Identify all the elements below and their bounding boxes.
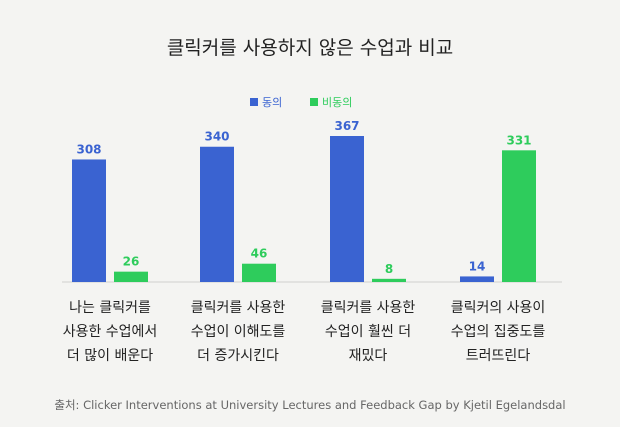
bar-1-1: [242, 263, 276, 282]
bars: [72, 136, 536, 282]
bar-0-2: [330, 136, 364, 282]
bar-0-3: [460, 276, 494, 282]
value-label-0-2: 367: [334, 119, 359, 133]
category-label-1-0: 클릭커를 사용한: [191, 300, 286, 316]
category-label-3-2: 트러뜨린다: [466, 348, 531, 364]
legend-swatch-0: [250, 98, 258, 106]
value-label-0-0: 308: [76, 142, 101, 156]
bar-0-0: [72, 159, 106, 282]
category-label-1-1: 수업이 이해도를: [191, 324, 286, 340]
value-label-1-1: 46: [251, 247, 268, 261]
category-label-2-0: 클릭커를 사용한: [321, 300, 416, 316]
legend-label-0: 동의: [262, 96, 282, 109]
bar-1-3: [502, 150, 536, 282]
category-label-3-0: 클릭커의 사용이: [451, 300, 546, 316]
bar-1-0: [114, 271, 148, 282]
category-label-0-2: 더 많이 배운다: [67, 348, 153, 364]
source-note: 출처: Clicker Interventions at University …: [54, 398, 566, 412]
category-label-1-2: 더 증가시킨다: [197, 348, 279, 364]
category-label-2-2: 재밌다: [349, 348, 388, 364]
bar-1-2: [372, 278, 406, 282]
value-label-0-1: 340: [204, 130, 229, 144]
chart-title: 클릭커를 사용하지 않은 수업과 비교: [167, 37, 453, 59]
value-label-1-0: 26: [123, 255, 140, 269]
category-label-0-0: 나는 클릭커를: [69, 300, 151, 316]
category-label-0-1: 사용한 수업에서: [63, 324, 158, 340]
category-label-3-1: 수업의 집중도를: [451, 324, 546, 340]
value-label-0-3: 14: [469, 259, 486, 273]
bar-0-1: [200, 146, 234, 282]
category-label-2-1: 수업이 훨씬 더: [325, 324, 411, 340]
value-labels: 308 340 367 14 26 46 8 331: [76, 119, 531, 276]
legend: 동의 비동의: [250, 96, 352, 109]
value-label-1-2: 8: [385, 262, 393, 276]
value-label-1-3: 331: [506, 133, 531, 147]
legend-swatch-1: [310, 98, 318, 106]
legend-label-1: 비동의: [322, 96, 352, 109]
